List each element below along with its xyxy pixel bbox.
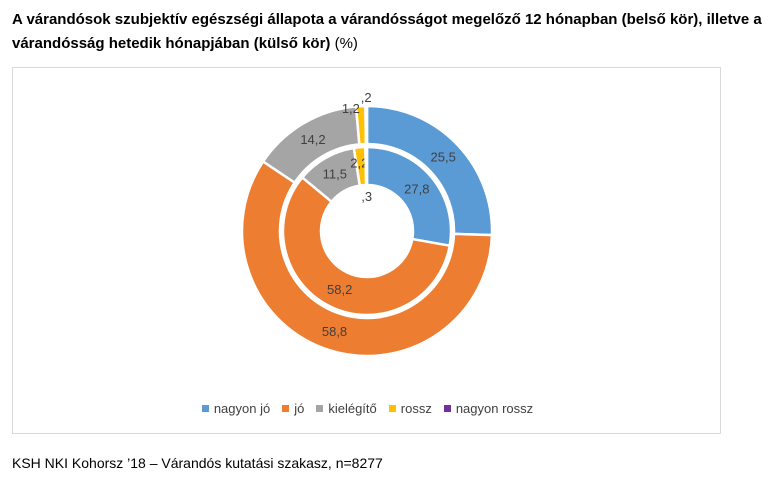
legend-item: jó	[282, 401, 304, 416]
legend-label: rossz	[400, 401, 432, 416]
legend-swatch	[388, 405, 396, 412]
source-note: KSH NKI Kohorsz ’18 – Várandós kutatási …	[12, 455, 383, 471]
data-label: ,2	[361, 90, 372, 105]
data-label: 58,2	[327, 282, 352, 297]
legend: nagyon jó jó kielégítő rossz nagyon rossz	[13, 401, 722, 416]
legend-label: nagyon jó	[213, 401, 271, 416]
legend-label: nagyon rossz	[455, 401, 534, 416]
data-label: ,3	[361, 189, 372, 204]
chart-area: 27,8 58,2 11,5 2,2 ,3 25,5 58,8 14,2 1,2,2 nagyo…	[12, 67, 721, 434]
legend-swatch	[316, 405, 324, 412]
legend-label: kielégítő	[328, 401, 377, 416]
legend-item: nagyon rossz	[443, 401, 534, 416]
slice-inner-0	[365, 145, 453, 248]
title-unit: (%)	[330, 35, 358, 52]
data-label: 14,2	[300, 132, 325, 147]
data-label: 1,2	[342, 101, 360, 116]
slice-inner-1	[281, 175, 452, 317]
legend-label: jó	[294, 401, 305, 416]
slice-inner-4	[364, 145, 369, 187]
data-label: 2,2	[350, 155, 368, 170]
doughnut-chart: 27,8 58,2 11,52,2 ,3 25,5 58,8 14,2 1,2,2	[240, 90, 494, 358]
legend-swatch	[282, 405, 290, 412]
legend-item: kielégítő	[316, 401, 377, 416]
data-label: 27,8	[404, 181, 429, 196]
legend-swatch	[443, 405, 451, 412]
legend-swatch	[201, 405, 209, 412]
data-label: 11,5	[323, 167, 347, 182]
slice-outer-4	[364, 104, 369, 146]
chart-title: A várandósok szubjektív egészségi állapo…	[12, 8, 779, 56]
title-text: A várandósok szubjektív egészségi állapo…	[12, 11, 762, 52]
data-label: 58,8	[322, 324, 347, 339]
legend-item: rossz	[388, 401, 432, 416]
slice-outer-1	[240, 159, 494, 358]
legend-item: nagyon jó	[201, 401, 271, 416]
data-label: 25,5	[431, 149, 456, 164]
